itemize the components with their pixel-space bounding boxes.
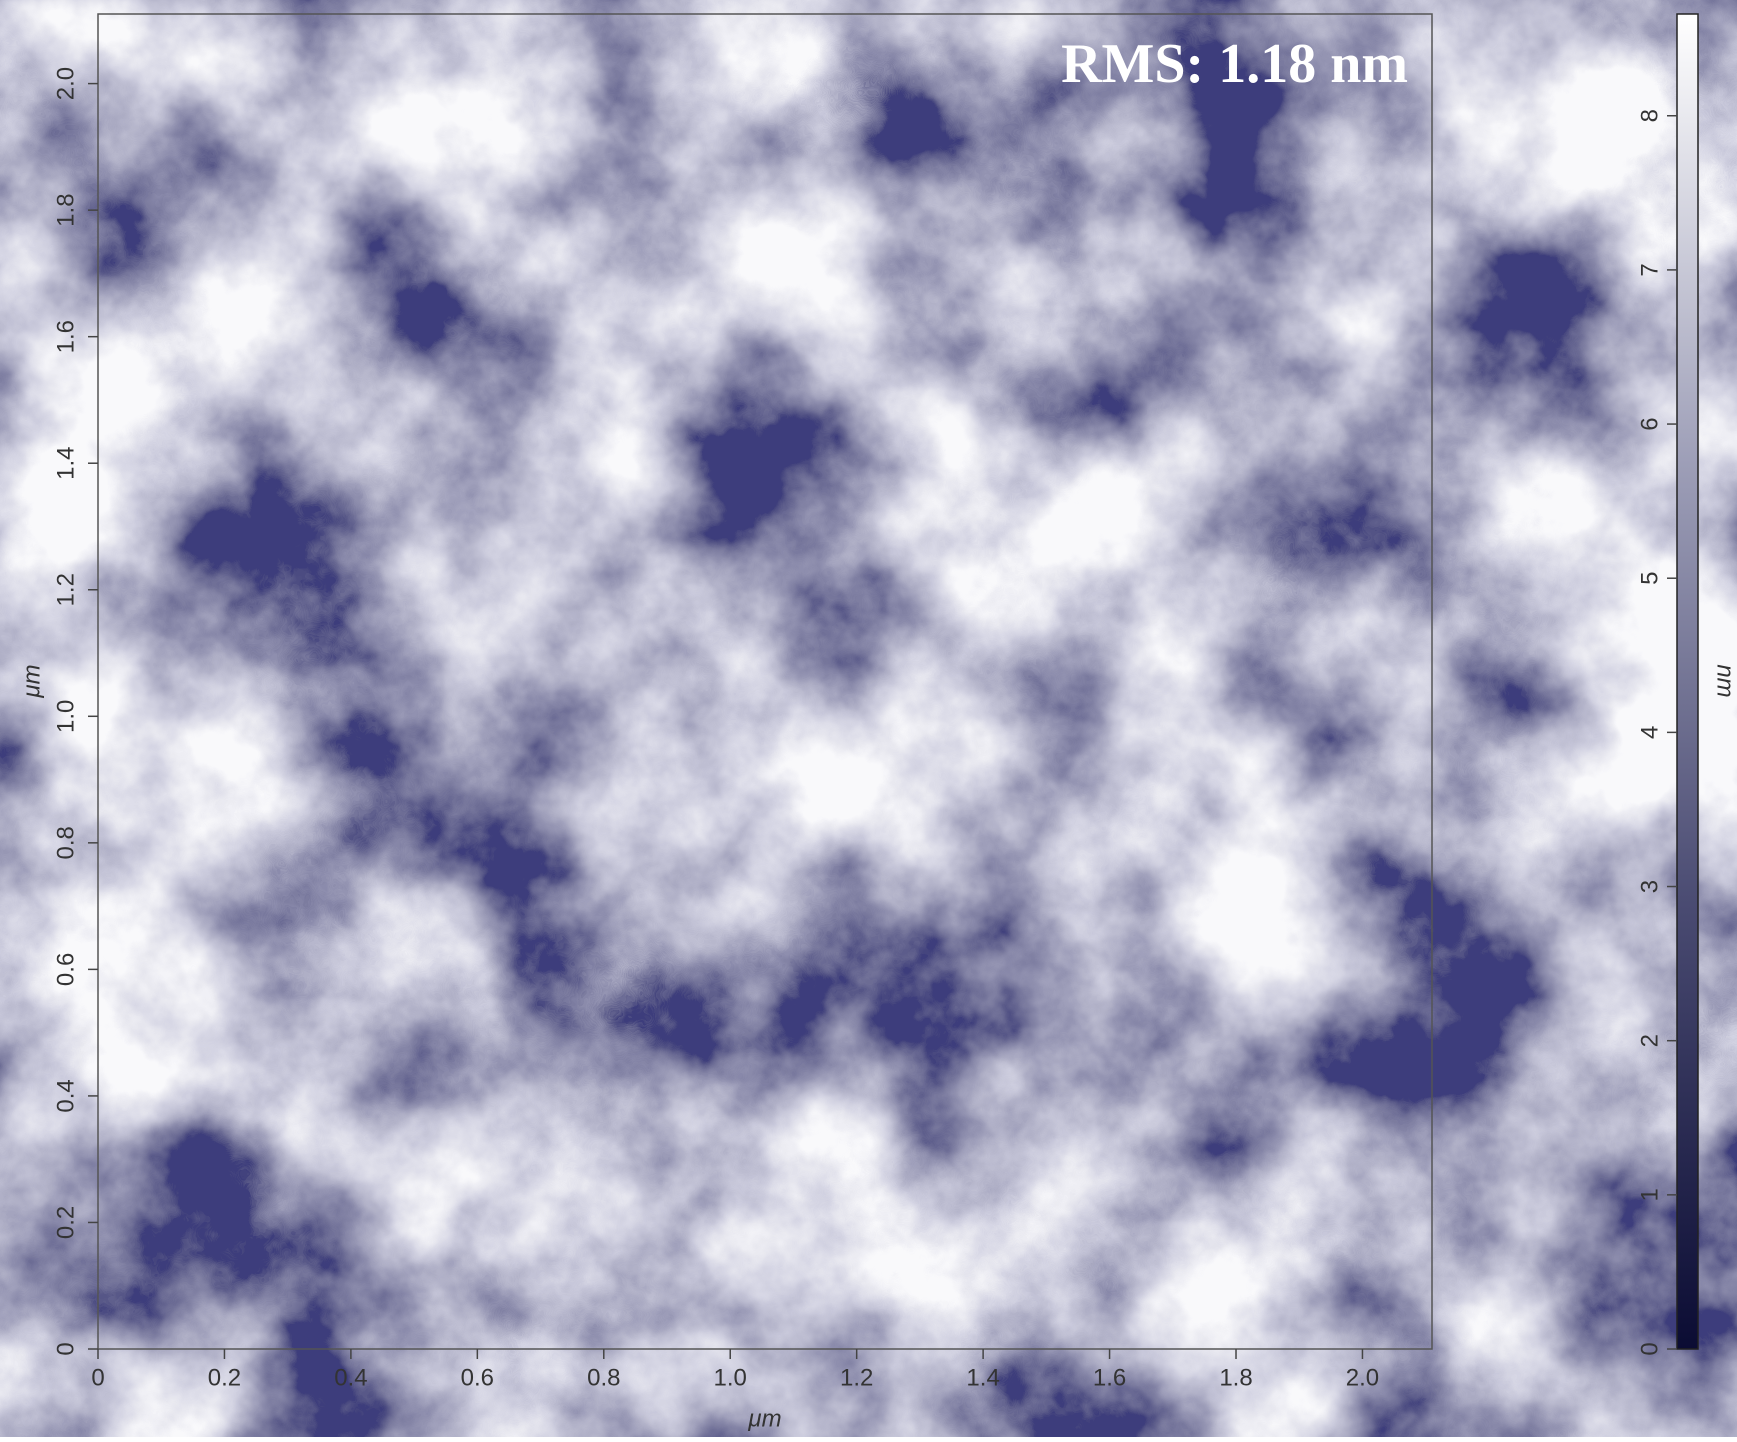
x-tick-label: 1.8 xyxy=(1219,1364,1252,1391)
x-tick-label: 0.6 xyxy=(461,1364,494,1391)
x-tick-label: 1.2 xyxy=(840,1364,873,1391)
colorbar-tick-label: 4 xyxy=(1636,726,1663,739)
y-tick-label: 1.2 xyxy=(52,573,79,606)
y-tick-label: 2.0 xyxy=(52,67,79,100)
x-tick-label: 0 xyxy=(91,1364,104,1391)
y-tick-label: 0.6 xyxy=(52,953,79,986)
y-tick-label: 0 xyxy=(52,1342,79,1355)
colorbar-tick-label: 7 xyxy=(1636,263,1663,276)
x-tick-label: 2.0 xyxy=(1346,1364,1379,1391)
y-tick-label: 0.2 xyxy=(52,1206,79,1239)
colorbar-label: nm xyxy=(1712,664,1737,697)
x-tick-label: 1.6 xyxy=(1093,1364,1126,1391)
x-axis-label: μm xyxy=(747,1405,781,1432)
colorbar-tick-label: 2 xyxy=(1636,1034,1663,1047)
colorbar-tick-label: 8 xyxy=(1636,109,1663,122)
x-tick-label: 0.2 xyxy=(208,1364,241,1391)
x-tick-label: 1.4 xyxy=(966,1364,999,1391)
x-tick-label: 0.4 xyxy=(334,1364,367,1391)
y-tick-label: 1.0 xyxy=(52,700,79,733)
colorbar-tick-label: 3 xyxy=(1636,880,1663,893)
y-tick-label: 0.4 xyxy=(52,1079,79,1112)
colorbar-tick-label: 1 xyxy=(1636,1188,1663,1201)
colorbar-tick-label: 0 xyxy=(1636,1342,1663,1355)
colorbar xyxy=(1676,13,1699,1350)
colorbar-tick-label: 6 xyxy=(1636,417,1663,430)
y-tick-label: 0.8 xyxy=(52,826,79,859)
plot-frame xyxy=(97,13,1433,1350)
surface-image xyxy=(98,14,1432,1349)
annotation: RMS: 1.18 nm xyxy=(1061,33,1408,95)
y-tick-label: 1.4 xyxy=(52,447,79,480)
colorbar-tick-label: 5 xyxy=(1636,572,1663,585)
x-tick-label: 1.0 xyxy=(714,1364,747,1391)
y-tick-label: 1.8 xyxy=(52,193,79,226)
y-tick-label: 1.6 xyxy=(52,320,79,353)
y-axis-label: μm xyxy=(18,664,45,698)
x-tick-label: 0.8 xyxy=(587,1364,620,1391)
